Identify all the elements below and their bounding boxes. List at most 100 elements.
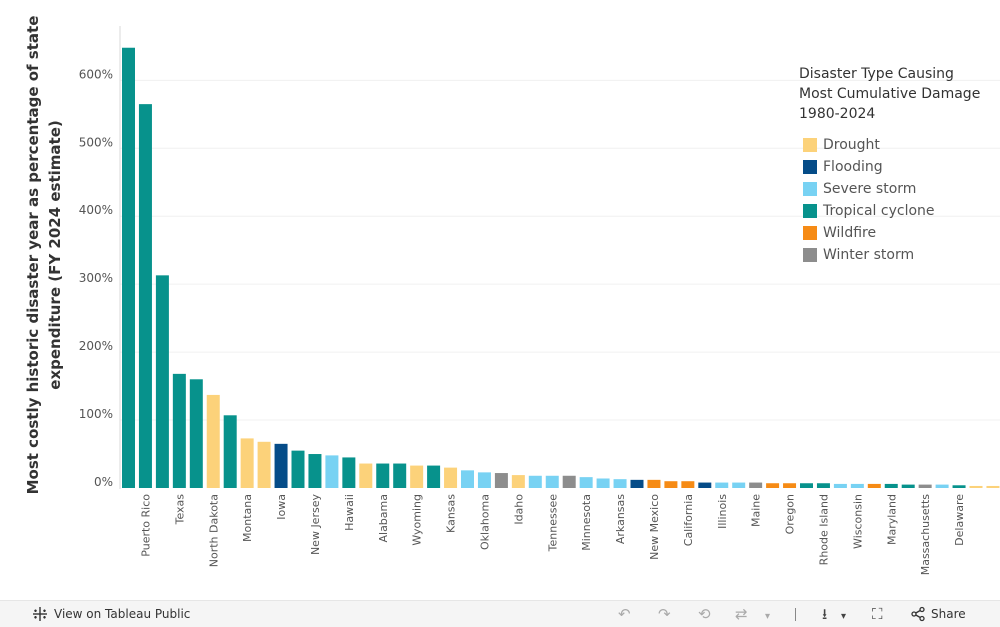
y-tick-label: 400% [79,203,113,217]
bar[interactable] [935,484,949,488]
tableau-toolbar: View on Tableau Public ↶ ↷ ⟲ ⇄ ▾ ⭳ ▾ ⛶ S… [0,600,1000,627]
bar[interactable] [511,475,525,488]
x-tick-label: Kansas [445,494,458,533]
bar[interactable] [596,478,610,488]
bar[interactable] [986,485,1000,488]
legend-label: Tropical cyclone [823,203,935,219]
bar[interactable] [223,415,237,488]
bar[interactable] [901,484,915,488]
x-tick-label: Tennessee [546,494,559,553]
bar[interactable] [816,483,830,488]
bar[interactable] [613,479,627,488]
x-tick-label: Wyoming [411,494,424,546]
bar[interactable] [783,483,797,488]
x-tick-label: Delaware [953,494,966,546]
bar[interactable] [359,463,373,488]
bar[interactable] [325,455,339,488]
refresh-icon[interactable]: ⇄ [735,605,748,623]
x-tick-label: Texas [173,494,186,526]
redo-icon[interactable]: ↷ [658,605,671,623]
bar[interactable] [461,470,474,488]
bar[interactable] [172,373,186,488]
x-tick-label: Oregon [784,494,797,534]
legend-item[interactable]: Severe storm [799,178,999,200]
legend-title: Disaster Type Causing Most Cumulative Da… [799,64,999,124]
bars [122,47,1000,489]
bar[interactable] [732,482,746,488]
x-tick-label: Iowa [275,494,288,520]
x-tick-label: North Dakota [207,494,220,567]
legend-items: Drought Flooding Severe storm Tropical cycl… [799,134,999,266]
bar[interactable] [308,454,322,488]
bar[interactable] [800,483,813,488]
bar[interactable] [427,465,441,488]
bar[interactable] [969,485,983,488]
bar[interactable] [138,104,152,488]
bar[interactable] [867,483,881,488]
download-dropdown-icon[interactable]: ▾ [841,611,847,622]
share-button[interactable]: Share [910,606,966,622]
bar[interactable] [494,473,508,488]
bar[interactable] [545,475,559,488]
bar[interactable] [155,275,169,488]
bar[interactable] [291,450,305,488]
legend-item[interactable]: Winter storm [799,244,999,266]
undo-icon[interactable]: ↶ [618,605,631,623]
bar[interactable] [410,465,424,488]
view-on-tableau-public-link[interactable]: View on Tableau Public [32,606,190,622]
y-tick-label: 500% [79,135,113,149]
download-icon[interactable]: ⭳ [822,605,828,623]
bar[interactable] [240,438,254,488]
legend-item[interactable]: Flooding [799,156,999,178]
bar[interactable] [579,477,593,488]
bar[interactable] [206,394,220,488]
legend-item[interactable]: Drought [799,134,999,156]
legend-swatch [803,204,817,218]
x-tick-label: Maine [750,494,763,527]
bar[interactable] [884,483,898,488]
legend-label: Winter storm [823,247,915,263]
bar[interactable] [189,379,203,488]
bar[interactable] [274,443,288,488]
y-axis-ticks: 0% 100% 200% 300% 400% 500% 600% [79,67,113,489]
bar[interactable] [664,481,678,488]
bar[interactable] [850,483,864,488]
bar[interactable] [698,482,712,488]
x-tick-label: Oklahoma [478,494,491,550]
bar[interactable] [647,479,661,488]
legend-item[interactable]: Wildfire [799,222,999,244]
bar[interactable] [393,463,407,488]
bar[interactable] [681,481,695,488]
toolbar-divider [795,608,796,621]
legend: Disaster Type Causing Most Cumulative Da… [799,64,999,266]
bar[interactable] [444,467,458,488]
bar[interactable] [766,483,780,488]
x-tick-label: California [682,494,695,546]
revert-icon[interactable]: ⟲ [698,605,711,623]
x-tick-label: Alabama [377,494,390,543]
x-tick-label: Massachusetts [919,494,932,576]
bar-chart: 0% 100% 200% 300% 400% 500% 600% Most costly h… [24,16,1000,576]
bar[interactable] [715,482,729,488]
share-icon [911,606,925,622]
bar[interactable] [749,482,763,488]
bar[interactable] [342,457,356,488]
fullscreen-icon[interactable]: ⛶ [872,605,883,623]
bar[interactable] [376,463,390,488]
refresh-dropdown-icon[interactable]: ▾ [765,611,771,622]
y-tick-label: 200% [79,339,113,353]
legend-swatch [803,182,817,196]
x-tick-label: Rhode Island [817,494,830,565]
bar[interactable] [918,484,932,488]
bar[interactable] [833,483,847,488]
bar[interactable] [952,485,966,488]
y-tick-label: 100% [79,407,113,421]
bar[interactable] [630,479,644,488]
bar[interactable] [477,472,491,488]
share-label: Share [931,607,966,621]
legend-item[interactable]: Tropical cyclone [799,200,999,222]
bar[interactable] [562,475,576,488]
bar[interactable] [528,475,542,488]
bar[interactable] [122,47,135,489]
bar[interactable] [257,441,271,488]
